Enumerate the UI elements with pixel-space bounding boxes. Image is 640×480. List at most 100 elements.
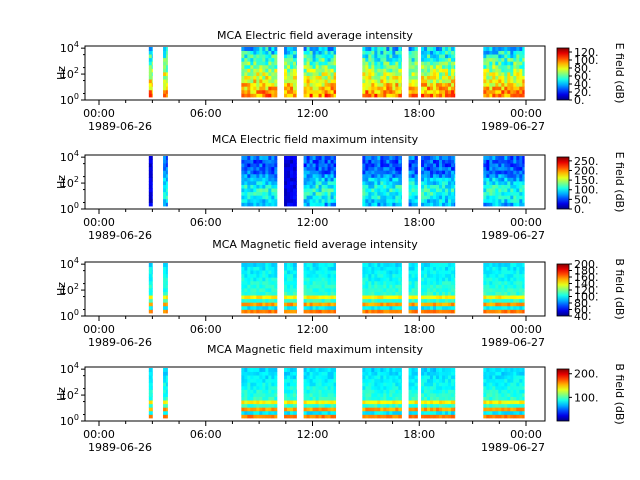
spectrogram-cell [451, 291, 455, 296]
spectrogram-cell [330, 156, 334, 160]
spectrogram-cell [401, 61, 402, 66]
spectrogram-cell [383, 298, 387, 303]
spectrogram-cell [398, 414, 402, 419]
spectrogram-cell [284, 79, 288, 84]
spectrogram-cell [395, 177, 399, 182]
spectrogram-cell [312, 393, 316, 397]
spectrogram-cell [374, 57, 378, 62]
spectrogram-cell [151, 389, 153, 394]
spectrogram-cell [389, 396, 393, 401]
spectrogram-cell [371, 57, 375, 62]
spectrogram-cell [442, 400, 446, 405]
spectrogram-cell [268, 57, 272, 62]
spectrogram-cell [330, 410, 334, 415]
spectrogram-cell [516, 184, 520, 189]
y-tick-label: 104 [60, 40, 79, 55]
spectrogram-cell [398, 302, 402, 307]
spectrogram-cell [445, 173, 449, 178]
spectrogram-cell [442, 170, 446, 175]
spectrogram-cell [315, 309, 319, 314]
spectrogram-cell [380, 163, 384, 168]
spectrogram-cell [451, 266, 455, 271]
spectrogram-cell [290, 184, 294, 189]
spectrogram-cell [321, 195, 325, 200]
spectrogram-cell [383, 368, 387, 372]
spectrogram-cell [386, 86, 390, 91]
spectrogram-cell [495, 273, 499, 278]
spectrogram-cell [430, 57, 434, 62]
spectrogram-cell [321, 280, 325, 285]
spectrogram-cell [507, 382, 511, 387]
spectrogram-cell [262, 382, 266, 387]
spectrogram-cell [414, 368, 418, 372]
spectrogram-cell [374, 156, 378, 160]
spectrogram-cell [380, 375, 384, 380]
spectrogram-cell [424, 93, 428, 98]
spectrogram-cell [504, 371, 508, 376]
spectrogram-cell [306, 403, 310, 408]
spectrogram-cell [513, 400, 517, 405]
spectrogram-cell [513, 407, 517, 412]
spectrogram-cell [265, 163, 269, 168]
spectrogram-cell [303, 389, 307, 394]
spectrogram-cell [522, 184, 525, 189]
spectrogram-cell [151, 173, 153, 178]
spectrogram-cell [495, 403, 499, 408]
spectrogram-cell [408, 82, 412, 87]
colorbar-tick-label: 180. [574, 265, 599, 278]
spectrogram-cell [411, 188, 415, 193]
spectrogram-cell [380, 382, 384, 387]
spectrogram-cell [256, 400, 260, 405]
spectrogram-cell [424, 368, 428, 372]
spectrogram-cell [268, 288, 272, 292]
spectrogram-cell [489, 82, 493, 87]
spectrogram-cell [433, 57, 437, 62]
spectrogram-cell [312, 263, 316, 267]
spectrogram-cell [368, 277, 372, 282]
spectrogram-cell [442, 368, 446, 372]
spectrogram-cell [401, 393, 402, 397]
spectrogram-cell [442, 389, 446, 394]
chart-title: MCA Electric field maximum intensity [212, 133, 419, 146]
spectrogram-cell [306, 400, 310, 405]
spectrogram-cell [241, 156, 245, 160]
spectrogram-cell [439, 368, 443, 372]
spectrogram-cell [256, 86, 260, 91]
spectrogram-cell [368, 198, 372, 203]
spectrogram-cell [427, 288, 431, 292]
x-date-label-end: 1989-06-27 [481, 336, 545, 349]
spectrogram-cell [374, 159, 378, 164]
spectrogram-cell [262, 295, 266, 300]
spectrogram-cell [392, 263, 396, 267]
spectrogram-cell [247, 54, 251, 59]
spectrogram-cell [445, 47, 449, 51]
spectrogram-cell [247, 181, 251, 185]
spectrogram-cell [268, 191, 272, 196]
spectrogram-cell [510, 288, 514, 292]
spectrogram-cell [501, 61, 505, 66]
spectrogram-cell [306, 393, 310, 397]
spectrogram-cell [377, 156, 381, 160]
spectrogram-cell [371, 50, 375, 55]
spectrogram-cell [424, 393, 428, 397]
spectrogram-cell [244, 305, 248, 310]
spectrogram-cell [445, 270, 449, 275]
spectrogram-cell [296, 396, 297, 401]
spectrogram-cell [411, 288, 415, 292]
spectrogram-cell [436, 280, 440, 285]
spectrogram-cell [386, 302, 390, 307]
spectrogram-cell [408, 280, 412, 285]
spectrogram-cell [408, 382, 412, 387]
spectrogram-cell [408, 389, 412, 394]
spectrogram-cell [401, 396, 402, 401]
spectrogram-cell [454, 305, 456, 310]
spectrogram-cell [303, 188, 307, 193]
spectrogram-cell [324, 295, 328, 300]
spectrogram-cell [504, 156, 508, 160]
spectrogram-cell [374, 396, 378, 401]
spectrogram-cell [448, 202, 452, 207]
spectrogram-cell [439, 61, 443, 66]
spectrogram-cell [315, 198, 319, 203]
spectrogram-cell [287, 410, 291, 415]
spectrogram-cell [498, 385, 502, 390]
